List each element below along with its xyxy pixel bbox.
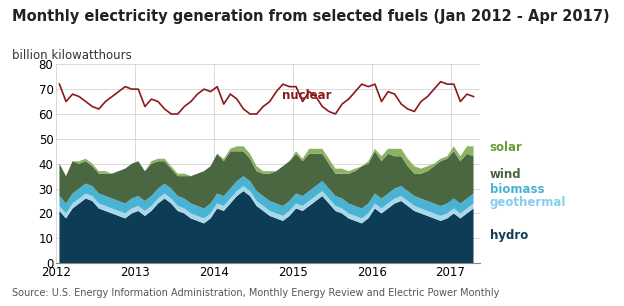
Text: geothermal: geothermal: [490, 196, 566, 209]
Text: nuclear: nuclear: [282, 88, 331, 102]
Text: Monthly electricity generation from selected fuels (Jan 2012 - Apr 2017): Monthly electricity generation from sele…: [12, 9, 610, 24]
Text: biomass: biomass: [490, 183, 544, 196]
Text: wind: wind: [490, 168, 522, 181]
Text: solar: solar: [490, 141, 523, 154]
Text: billion kilowatthours: billion kilowatthours: [12, 49, 132, 62]
Text: hydro: hydro: [490, 229, 528, 242]
Text: Source: U.S. Energy Information Administration, Monthly Energy Review and Electr: Source: U.S. Energy Information Administ…: [12, 288, 500, 298]
